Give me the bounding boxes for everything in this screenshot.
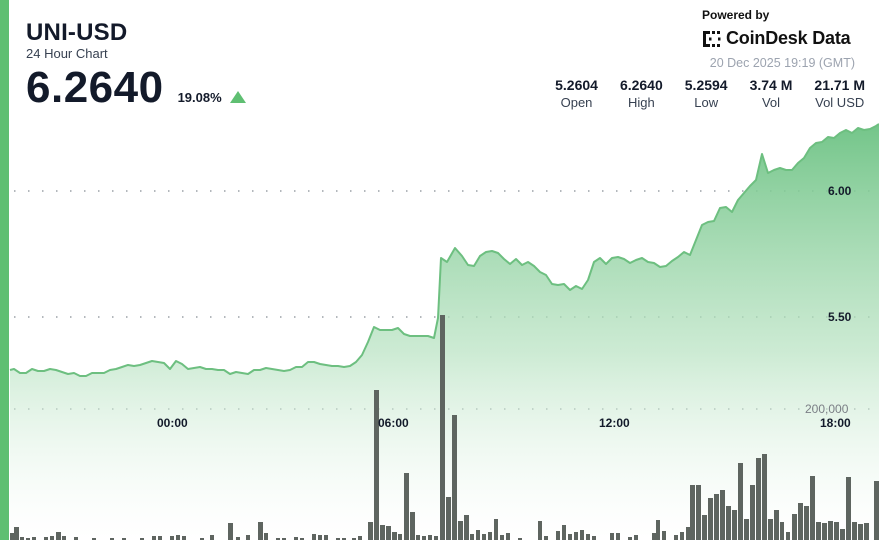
x-axis-label-0600: 06:00 [378,416,409,430]
volume-axis-label: 200,000 [805,402,849,416]
change-percent: 19.08% [177,90,222,105]
x-axis-label-0000: 00:00 [157,416,188,430]
stat-label: Open [560,95,593,110]
stat-value: 6.2640 [619,77,663,93]
brand-name: CoinDesk Data [726,28,851,48]
current-price: 6.2640 [26,63,164,112]
coindesk-logo-icon [703,30,721,47]
x-axis-label-1200: 12:00 [599,416,630,430]
up-triangle-icon [229,91,246,103]
stat-value: 21.71 M [814,77,865,93]
price-row: 6.2640 19.08% [26,65,246,111]
stat-value: 5.2604 [555,77,598,93]
stat-vol: 3.74 M Vol [750,77,793,113]
stat-high: 6.2640 High [620,77,663,113]
brand-logo-link[interactable]: CoinDesk Data [702,28,851,49]
price-line [9,123,879,377]
y-axis-label-5-50: 5.50 [828,310,852,324]
stat-label: High [627,95,655,110]
stat-label: Vol USD [815,95,865,110]
volume-bars [10,315,879,540]
timestamp: 20 Dec 2025 19:19 (GMT) [709,56,855,70]
y-axis-label-6-00: 6.00 [828,184,852,198]
powered-by-label: Powered by [702,8,770,22]
accent-bar [0,0,9,540]
symbol-title: UNI-USD [26,19,128,46]
chart-subtitle: 24 Hour Chart [26,46,108,61]
stat-vol-usd: 21.71 M Vol USD [814,77,865,113]
stats-bar: 5.2604 Open 6.2640 High 5.2594 Low 3.74 … [533,77,865,113]
stat-value: 3.74 M [749,77,793,93]
stat-low: 5.2594 Low [685,77,728,113]
stat-label: Low [694,95,719,110]
stat-open: 5.2604 Open [555,77,598,113]
ticker-header: UNI-USD 24 Hour Chart 6.2640 19.08% [26,20,246,111]
x-axis-label-1800: 18:00 [820,416,851,430]
stat-value: 5.2594 [684,77,728,93]
stat-label: Vol [761,95,781,110]
